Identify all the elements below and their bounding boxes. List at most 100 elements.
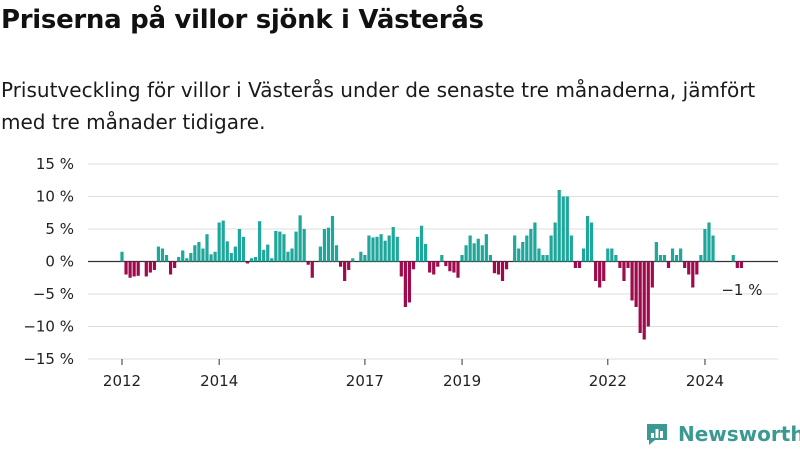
bar-positive: [225, 241, 229, 262]
bar-positive: [606, 248, 610, 262]
bar-positive: [318, 246, 322, 262]
bar-positive: [565, 196, 569, 262]
bar-negative: [452, 261, 456, 273]
chart-subtitle: Prisutveckling för villor i Västerås und…: [1, 78, 756, 134]
x-tick-label: 2012: [103, 372, 141, 390]
bar-negative: [687, 261, 691, 275]
bar-positive: [419, 225, 424, 262]
bar-positive: [237, 229, 241, 262]
bar-negative: [448, 261, 452, 272]
bar-positive: [703, 229, 707, 262]
bar-positive: [395, 236, 399, 262]
bar-negative: [148, 261, 152, 273]
bar-positive: [557, 190, 561, 262]
bar-positive: [541, 255, 545, 262]
bar-positive: [553, 222, 557, 262]
x-tick-label: 2019: [443, 372, 481, 390]
bar-positive: [476, 238, 480, 262]
x-tick-label: 2017: [346, 372, 384, 390]
bar-negative: [504, 261, 509, 270]
bar-positive: [233, 246, 237, 262]
bar-negative: [496, 261, 501, 275]
bar-negative: [618, 261, 622, 268]
bar-positive: [585, 216, 590, 262]
bar-positive: [164, 255, 169, 262]
bar-negative: [428, 261, 432, 273]
bar-negative: [403, 261, 407, 307]
bar-positive: [472, 243, 476, 262]
bar-positive: [707, 222, 711, 262]
bar-negative: [602, 261, 606, 281]
bar-negative: [444, 261, 448, 267]
bar-positive: [322, 229, 327, 262]
bar-positive: [193, 245, 197, 262]
bar-positive: [330, 216, 335, 262]
bar-positive: [334, 245, 339, 262]
bar-positive: [658, 255, 663, 262]
bar-positive: [480, 245, 484, 262]
bar-positive: [213, 251, 217, 262]
bar-positive: [253, 256, 258, 262]
bar-negative: [646, 261, 650, 327]
bar-negative: [622, 261, 626, 281]
bar-negative: [638, 261, 642, 333]
bar-positive: [375, 236, 379, 262]
bar-positive: [217, 222, 221, 262]
bar-negative: [739, 261, 743, 268]
bar-positive: [654, 242, 658, 262]
bar-negative: [691, 261, 695, 288]
bar-positive: [294, 231, 298, 262]
bar-positive: [326, 227, 331, 262]
bar-positive: [711, 235, 715, 262]
bar-positive: [529, 229, 533, 262]
bar-positive: [120, 251, 124, 262]
bar-negative: [594, 261, 598, 281]
bar-positive: [415, 236, 420, 262]
bar-positive: [424, 243, 428, 262]
bar-positive: [209, 254, 213, 262]
bar-positive: [387, 235, 391, 262]
bar-negative: [124, 261, 128, 275]
bar-positive: [274, 230, 278, 262]
bar-positive: [197, 242, 201, 262]
bar-positive: [675, 255, 679, 262]
bar-positive: [270, 258, 274, 262]
bar-positive: [731, 255, 735, 262]
bar-positive: [440, 255, 444, 262]
bar-positive: [533, 222, 537, 262]
bar-positive: [670, 248, 675, 262]
bar-positive: [359, 251, 363, 262]
bar-negative: [310, 261, 314, 278]
bar-negative: [347, 261, 351, 270]
bar-negative: [598, 261, 602, 288]
bar-negative: [642, 261, 646, 340]
bar-positive: [549, 235, 553, 262]
bar-positive: [286, 251, 290, 262]
bar-positive: [488, 255, 492, 262]
y-tick-label: −5 %: [33, 285, 74, 303]
bar-positive: [258, 221, 262, 262]
bar-positive: [614, 255, 618, 262]
bar-positive: [484, 234, 488, 262]
bar-negative: [173, 261, 177, 268]
y-axis-ticks: 15 % 10 % 5 % 0 % −5 % −10 % −15 %: [23, 155, 74, 368]
bar-positive: [464, 245, 468, 262]
bar-positive: [589, 222, 594, 262]
bar-positive: [371, 237, 375, 262]
bar-positive: [367, 235, 371, 262]
bar-positive: [160, 248, 165, 262]
bar-positive: [351, 258, 355, 262]
bar-positive: [537, 248, 541, 262]
bar-negative: [695, 261, 699, 275]
bar-negative: [683, 261, 687, 268]
bar-positive: [205, 234, 209, 262]
bar-negative: [626, 261, 630, 268]
bar-positive: [662, 255, 667, 262]
chart-title: Priserna på villor sjönk i Västerås: [1, 5, 484, 35]
bar-positive: [201, 248, 205, 262]
bar-positive: [383, 240, 387, 262]
bar-negative: [407, 261, 412, 303]
bar-positive: [302, 229, 306, 262]
bar-negative: [339, 261, 343, 267]
